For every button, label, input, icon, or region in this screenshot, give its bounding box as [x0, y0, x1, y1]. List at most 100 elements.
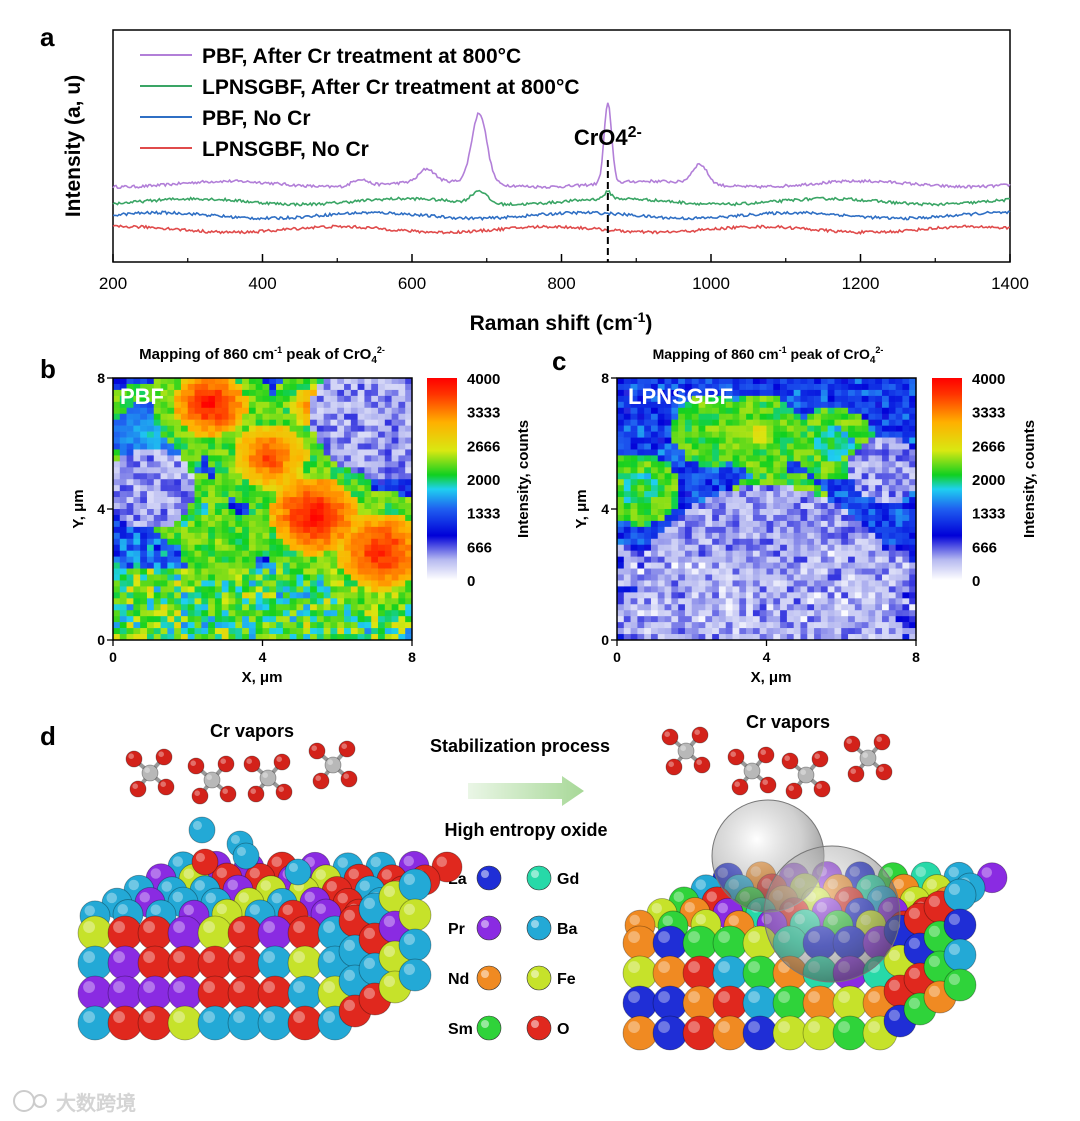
heatmap-cell — [732, 473, 740, 480]
heatmap-cell — [323, 378, 331, 385]
heatmap-cell — [637, 378, 645, 385]
heatmap-cell — [282, 509, 290, 516]
heatmap-cell — [644, 509, 652, 516]
heatmap-cell — [793, 491, 801, 498]
heatmap-cell — [350, 610, 358, 617]
atom-highlight — [531, 970, 539, 978]
heatmap-cell — [888, 574, 896, 581]
heatmap-cell — [316, 491, 324, 498]
heatmap-cell — [282, 473, 290, 480]
heatmap-cell — [698, 497, 706, 504]
heatmap-cell — [664, 509, 672, 516]
heatmap-cell — [630, 389, 638, 397]
heatmap-cell — [861, 383, 869, 391]
heatmap-cell — [248, 616, 257, 623]
heatmap-cell — [746, 455, 754, 462]
heatmap-cell — [350, 568, 358, 575]
y-tick-label: 4 — [601, 501, 609, 517]
heatmap-cell — [861, 503, 869, 510]
heatmap-cell — [371, 592, 379, 599]
heatmap-cell — [187, 425, 195, 432]
heatmap-cell — [637, 574, 645, 581]
heatmap-cell — [684, 616, 693, 623]
heatmap-cell — [289, 491, 297, 498]
heatmap-cell — [391, 437, 399, 444]
heatmap-cell — [357, 604, 365, 611]
heatmap-cell — [705, 634, 713, 641]
heatmap-cell — [140, 634, 148, 641]
atom-sphere — [308, 742, 326, 760]
heatmap-cell — [712, 586, 720, 593]
heatmap-cell — [664, 580, 672, 587]
heatmap-cell — [691, 616, 699, 623]
heatmap-cell — [303, 580, 311, 587]
heatmap-cell — [793, 586, 801, 593]
heatmap-cell — [126, 556, 134, 563]
heatmap-cell — [637, 586, 645, 593]
heatmap-cell — [140, 586, 148, 593]
heatmap-cell — [650, 592, 659, 599]
heatmap-cell — [678, 538, 686, 546]
heatmap-cell — [725, 514, 733, 522]
heatmap-cell — [725, 479, 733, 486]
heatmap-cell — [337, 407, 345, 415]
heatmap-cell — [187, 598, 195, 605]
heatmap-cell — [854, 592, 862, 599]
heatmap-cell — [664, 532, 672, 540]
heatmap-cell — [174, 455, 182, 462]
heatmap-cell — [691, 574, 699, 581]
heatmap-cell — [644, 413, 652, 420]
heatmap-cell — [834, 425, 842, 432]
heatmap-cell — [316, 378, 324, 385]
heatmap-cell — [262, 431, 270, 438]
heatmap-cell — [691, 401, 699, 409]
heatmap-cell — [888, 532, 896, 540]
atom-sphere — [257, 1005, 293, 1041]
heatmap-cell — [384, 586, 392, 593]
heatmap-cell — [364, 526, 372, 534]
heatmap-cell — [140, 378, 148, 385]
heatmap-cell — [752, 514, 761, 522]
heatmap-cell — [875, 461, 883, 468]
heatmap-cell — [888, 526, 896, 534]
heatmap-cell — [371, 479, 379, 486]
heatmap-cell — [888, 610, 896, 617]
heatmap-cell — [303, 401, 311, 409]
heatmap-cell — [282, 574, 290, 581]
heatmap-cell — [167, 628, 175, 635]
heatmap-cell — [113, 616, 121, 623]
heatmap-cell — [888, 437, 896, 444]
heatmap-cell — [882, 574, 890, 581]
heatmap-cell — [848, 479, 856, 486]
heatmap-cell — [848, 562, 856, 569]
heatmap-cell — [895, 526, 903, 534]
heatmap-cell — [868, 604, 876, 611]
atom-sphere — [129, 780, 147, 798]
heatmap-cell — [861, 497, 869, 504]
heatmap-cell — [337, 431, 345, 438]
heatmap-cell — [725, 610, 733, 617]
heatmap-cell — [180, 455, 189, 462]
x-tick-label: 800 — [547, 274, 575, 293]
heatmap-cell — [140, 395, 148, 403]
heatmap-cell — [644, 586, 652, 593]
heatmap-cell — [201, 526, 209, 534]
heatmap-cell — [146, 532, 155, 540]
heatmap-cell — [126, 532, 134, 540]
heatmap-cell — [705, 562, 713, 569]
heatmap-cell — [861, 610, 869, 617]
heatmap-cell — [848, 407, 856, 415]
heatmap-cell — [330, 378, 338, 385]
heatmap-cell — [793, 425, 801, 432]
heatmap-cell — [194, 461, 202, 468]
atom-highlight — [862, 752, 868, 758]
atom-sphere — [227, 1005, 263, 1041]
heatmap-cell — [187, 479, 195, 486]
heatmap-cell — [344, 509, 352, 516]
heatmap-cell — [759, 461, 767, 468]
heatmap-cell — [350, 538, 358, 546]
heatmap-cell — [269, 491, 277, 498]
heatmap-cell — [644, 383, 652, 391]
heatmap-cell — [861, 550, 869, 557]
heatmap-cell — [391, 628, 399, 635]
